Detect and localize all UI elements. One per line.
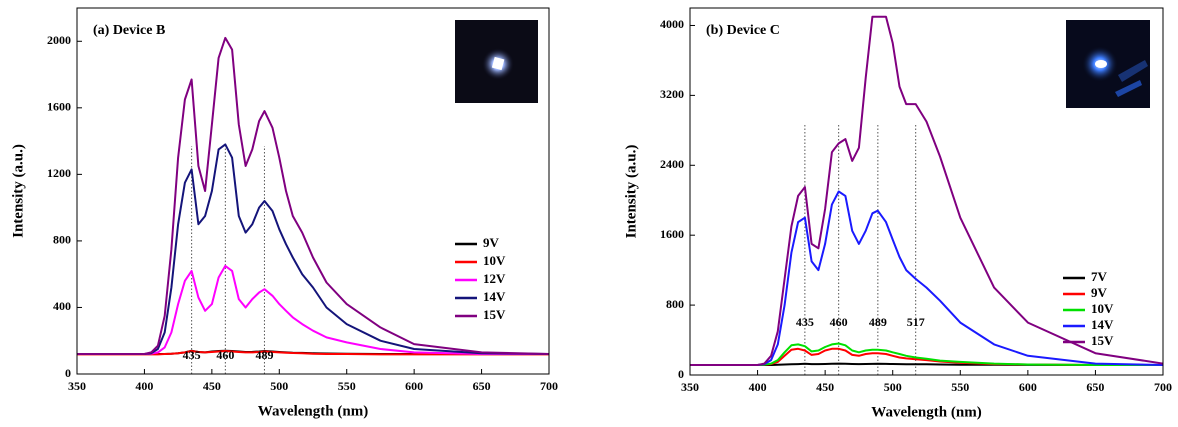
peak-label: 489 <box>255 348 273 362</box>
series-line <box>77 36 549 355</box>
chart-title: (a) Device B <box>93 23 165 38</box>
y-tick-label: 3200 <box>660 87 684 101</box>
plot-frame <box>76 7 550 375</box>
y-tick-label: 1600 <box>660 227 684 241</box>
plot-lines <box>690 15 1163 366</box>
x-tick-label: 500 <box>270 379 288 393</box>
peak-label: 517 <box>907 315 925 329</box>
x-tick-label: 600 <box>405 379 423 393</box>
x-tick-label: 650 <box>1086 380 1104 394</box>
y-tick-label: 1600 <box>47 100 71 114</box>
peak-label: 435 <box>796 315 814 329</box>
chart-title: (b) Device C <box>706 23 780 38</box>
x-tick-label: 700 <box>540 379 558 393</box>
x-tick-label: 550 <box>338 379 356 393</box>
y-tick-label: 2400 <box>660 157 684 171</box>
x-tick-label: 550 <box>951 380 969 394</box>
series-line <box>77 264 549 355</box>
series-line <box>690 342 1163 366</box>
inset-photo <box>1066 20 1150 108</box>
x-axis-label: Wavelength (nm) <box>871 404 981 420</box>
legend-label: 7V <box>1091 269 1108 284</box>
y-axis-label: Intensity (a.u.) <box>623 145 639 239</box>
peak-label: 489 <box>869 315 887 329</box>
series-line <box>690 362 1163 366</box>
y-tick-label: 1200 <box>47 166 71 180</box>
x-tick-label: 400 <box>749 380 767 394</box>
inset-photo <box>455 20 538 103</box>
plot-lines <box>77 36 549 356</box>
x-tick-label: 600 <box>1019 380 1037 394</box>
x-tick-label: 400 <box>135 379 153 393</box>
x-tick-label: 450 <box>203 379 221 393</box>
y-tick-label: 400 <box>53 299 71 313</box>
y-tick-label: 2000 <box>47 33 71 47</box>
y-tick-label: 0 <box>65 366 71 380</box>
legend-label: 14V <box>483 289 506 304</box>
legend-label: 9V <box>1091 285 1108 300</box>
legend-label: 15V <box>1091 333 1114 348</box>
x-tick-label: 350 <box>681 380 699 394</box>
legend-label: 10V <box>483 253 506 268</box>
x-tick-label: 500 <box>884 380 902 394</box>
x-axis-label: Wavelength (nm) <box>258 403 368 419</box>
y-axis-label: Intensity (a.u.) <box>10 144 26 238</box>
y-tick-label: 0 <box>678 367 684 381</box>
x-tick-label: 450 <box>816 380 834 394</box>
y-tick-label: 800 <box>666 297 684 311</box>
legend-label: 14V <box>1091 317 1114 332</box>
plot-frame <box>689 7 1164 376</box>
legend-label: 10V <box>1091 301 1114 316</box>
y-tick-label: 800 <box>53 233 71 247</box>
y-tick-label: 4000 <box>660 17 684 31</box>
legend-label: 9V <box>483 235 500 250</box>
peak-label: 460 <box>830 315 848 329</box>
x-tick-label: 650 <box>473 379 491 393</box>
x-tick-label: 700 <box>1154 380 1172 394</box>
series-line <box>690 15 1163 366</box>
peak-label: 435 <box>183 348 201 362</box>
legend-label: 12V <box>483 271 506 286</box>
x-tick-label: 350 <box>68 379 86 393</box>
peak-label: 460 <box>216 348 234 362</box>
legend-label: 15V <box>483 307 506 322</box>
series-line <box>690 190 1163 366</box>
series-line <box>77 350 549 356</box>
series-line <box>77 143 549 355</box>
